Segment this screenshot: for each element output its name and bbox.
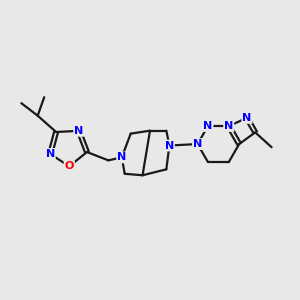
Text: N: N xyxy=(165,140,174,151)
Text: O: O xyxy=(64,161,74,171)
Text: N: N xyxy=(193,139,202,149)
Text: N: N xyxy=(74,126,83,136)
Text: N: N xyxy=(242,113,251,123)
Text: N: N xyxy=(117,152,126,162)
Text: N: N xyxy=(224,121,233,131)
Text: N: N xyxy=(203,121,213,131)
Text: N: N xyxy=(46,149,55,159)
